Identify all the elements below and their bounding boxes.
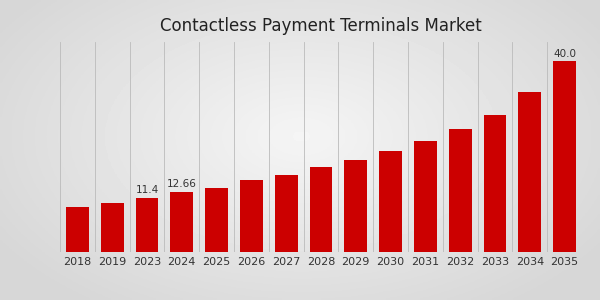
- Bar: [136, 198, 158, 252]
- Bar: [449, 129, 472, 252]
- Bar: [518, 92, 541, 252]
- Bar: [553, 61, 576, 252]
- Text: 11.4: 11.4: [136, 185, 158, 195]
- Bar: [66, 207, 89, 252]
- Bar: [101, 203, 124, 252]
- Bar: [379, 151, 402, 252]
- Text: 40.0: 40.0: [553, 49, 576, 59]
- Bar: [414, 141, 437, 252]
- Title: Contactless Payment Terminals Market: Contactless Payment Terminals Market: [160, 17, 482, 35]
- Bar: [344, 160, 367, 252]
- Bar: [310, 167, 332, 252]
- Bar: [205, 188, 228, 252]
- Text: 12.66: 12.66: [167, 179, 197, 189]
- Bar: [170, 192, 193, 252]
- Bar: [484, 115, 506, 252]
- Bar: [275, 175, 298, 252]
- Bar: [240, 180, 263, 252]
